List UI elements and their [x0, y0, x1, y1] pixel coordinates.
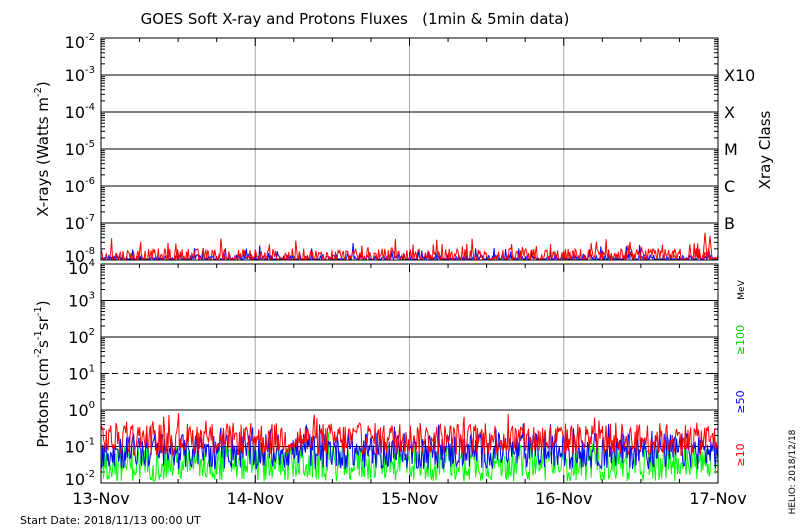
start-date-label: Start Date: 2018/11/13 00:00 UT [20, 514, 201, 527]
xray-series-red-spike [629, 248, 635, 258]
proton-y-axis-label: Protons (cm-2s-1sr-1) [33, 300, 52, 447]
xray-y-tick-label: 10-4 [65, 102, 95, 122]
energy-label-2: ≥10 [734, 443, 747, 466]
xray-y-tick-label: 10-8 [65, 246, 95, 266]
x-tick-labels: 13-Nov 14-Nov 15-Nov 16-Nov 17-Nov [72, 489, 746, 508]
xray-y-tick-label: 10-5 [65, 139, 95, 159]
xray-series-red-spike [672, 248, 678, 258]
xray-y-axis-label: X-rays (Watts m-2) [33, 81, 52, 216]
proton-y-tick-label: 10-2 [65, 469, 95, 489]
x-tick-label: 13-Nov [72, 489, 129, 508]
proton-series [100, 412, 719, 483]
proton-series-ge10 [100, 412, 719, 456]
proton-panel: 104 103 102 101 100 10-1 10-2 Protons (cm-2s-1… [33, 258, 747, 489]
credit-label: HELIO: 2018/12/18 [788, 429, 798, 514]
proton-y-tick-label: 103 [68, 291, 95, 311]
proton-y-tick-label: 10-1 [65, 437, 95, 457]
xray-plot-frame [100, 37, 719, 261]
xray-y-tick-label: 10-6 [65, 176, 95, 196]
xray-class-axis-label: Xray Class [756, 110, 774, 189]
xray-class-x: X [724, 103, 735, 122]
xray-y-tick-label: 10-2 [65, 32, 95, 52]
energy-label-0: ≥100 [734, 325, 747, 355]
xray-series-red-spike [707, 235, 713, 258]
chart-title: GOES Soft X-ray and Protons Fluxes (1min… [141, 10, 570, 28]
xray-series [100, 232, 719, 261]
x-tick-label: 14-Nov [227, 489, 284, 508]
energy-label-1: ≥50 [734, 390, 747, 413]
xray-series-red [100, 238, 719, 261]
xray-y-tick-label: 10-3 [65, 65, 95, 85]
proton-plot-frame [100, 263, 719, 484]
x-tick-label: 16-Nov [535, 489, 592, 508]
energy-channel-labels: ≥100 ≥50 ≥10 [734, 325, 747, 467]
xray-y-tick-labels: 10-2 10-3 10-4 10-5 10-6 10-7 10-8 [65, 32, 95, 266]
xray-y-tick-label: 10-7 [65, 213, 95, 233]
proton-y-tick-label: 101 [68, 364, 95, 384]
x-tick-label: 17-Nov [689, 489, 746, 508]
xray-gridlines [100, 37, 719, 261]
proton-y-tick-labels: 104 103 102 101 100 10-1 10-2 [65, 258, 95, 489]
xray-series-red-spike [221, 249, 227, 258]
proton-y-tick-label: 104 [68, 258, 95, 278]
xray-series-red-spike [694, 247, 700, 258]
proton-y-tick-label: 100 [68, 400, 95, 420]
x-tick-label: 15-Nov [381, 489, 438, 508]
xray-class-x10: X10 [724, 66, 755, 85]
xray-class-c: C [724, 177, 735, 196]
proton-y-tick-label: 102 [68, 327, 95, 347]
xray-class-b: B [724, 214, 735, 233]
xray-class-m: M [724, 140, 738, 159]
energy-unit-label: MeV [737, 279, 747, 299]
xray-series-red-spike [702, 232, 708, 258]
